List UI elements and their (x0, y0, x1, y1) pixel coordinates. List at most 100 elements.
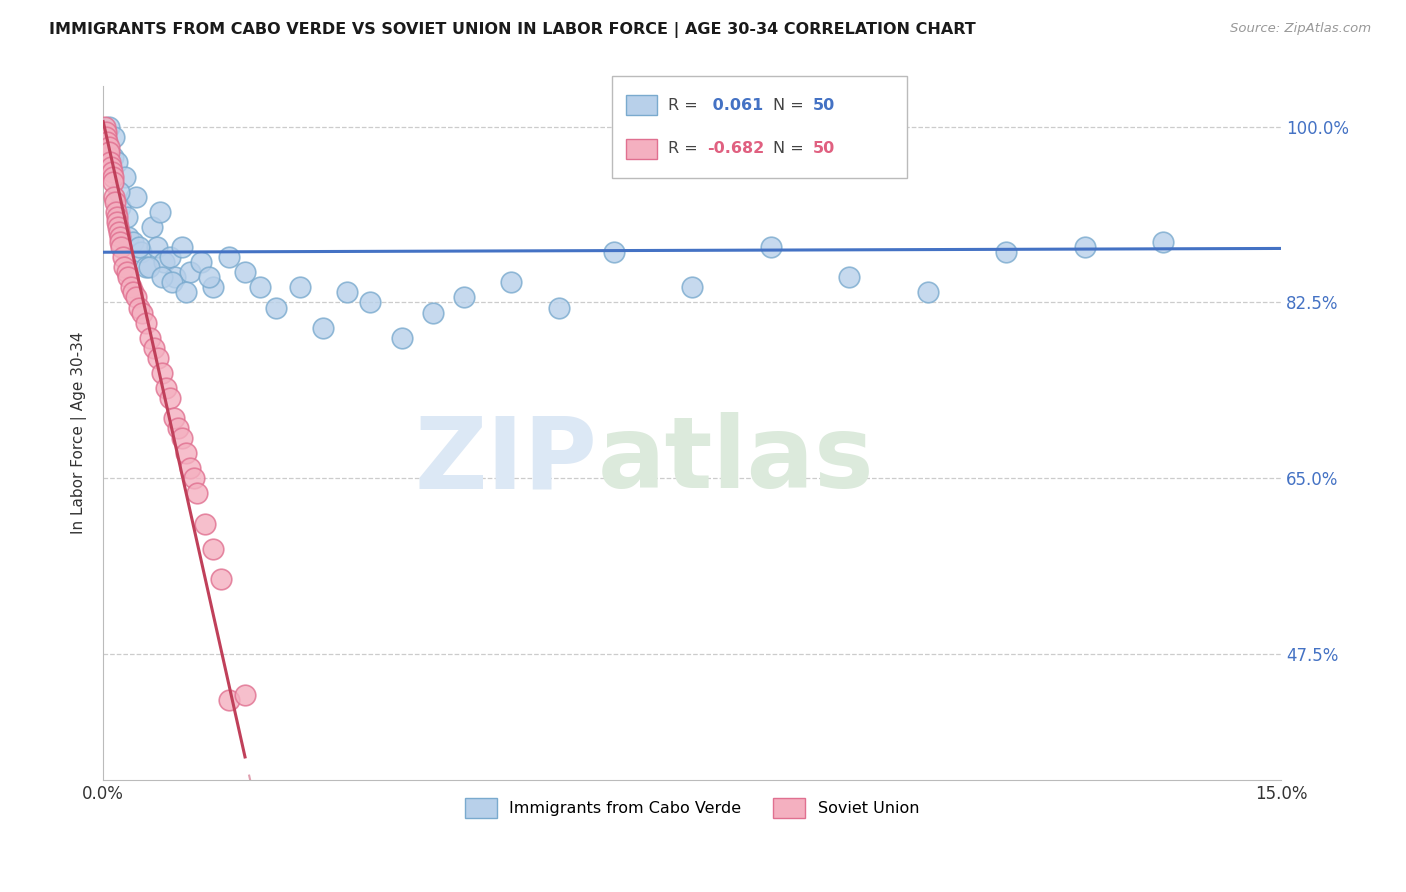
Point (128, 301, 150, 315)
Point (108, 185, 131, 199)
Point (110, 200, 132, 214)
Point (96, 135, 118, 149)
Point (122, 235, 145, 249)
Point (110, 240, 132, 254)
Point (143, 341, 166, 355)
Point (146, 351, 169, 365)
Point (98, 120, 121, 134)
Point (108, 225, 131, 239)
Point (96, 129, 118, 144)
Point (391, 331, 413, 345)
Point (105, 154, 128, 169)
Point (101, 150, 124, 164)
Point (153, 255, 176, 269)
Point (135, 260, 157, 275)
Text: 0.061: 0.061 (707, 98, 763, 112)
Point (209, 572, 232, 586)
Point (112, 260, 135, 275)
Point (110, 235, 132, 249)
Point (150, 270, 173, 285)
Point (759, 240, 782, 254)
Point (120, 280, 142, 294)
Point (98, 145, 121, 159)
Point (122, 285, 145, 300)
Point (117, 270, 139, 285)
Point (108, 230, 131, 244)
Point (218, 250, 240, 264)
Point (249, 280, 271, 294)
Point (288, 280, 311, 294)
Point (138, 260, 160, 275)
Point (159, 391, 181, 405)
Point (107, 220, 129, 235)
Point (1073, 240, 1095, 254)
Point (155, 381, 177, 395)
Point (165, 270, 187, 285)
Point (264, 301, 287, 315)
Point (170, 240, 193, 254)
Point (100, 160, 122, 174)
Point (145, 240, 167, 254)
Point (453, 290, 475, 304)
Point (103, 129, 125, 144)
Point (838, 270, 860, 285)
Point (179, 461, 201, 475)
Text: ZIP: ZIP (415, 412, 598, 509)
Legend: Immigrants from Cabo Verde, Soviet Union: Immigrants from Cabo Verde, Soviet Union (458, 792, 927, 824)
Point (97, 150, 120, 164)
Point (501, 276, 523, 290)
Point (159, 250, 181, 264)
Point (115, 210, 138, 224)
Point (125, 190, 148, 204)
Point (183, 471, 205, 485)
Point (190, 255, 212, 269)
Point (103, 190, 125, 204)
Point (104, 205, 127, 219)
Point (98, 154, 121, 169)
Point (681, 280, 703, 294)
Point (150, 366, 173, 380)
Text: R =: R = (668, 142, 703, 156)
Point (233, 265, 256, 279)
Point (105, 210, 128, 224)
Point (125, 290, 148, 304)
Point (101, 165, 124, 179)
Point (104, 194, 127, 209)
Text: N =: N = (773, 98, 810, 112)
Point (162, 276, 184, 290)
Point (547, 301, 569, 315)
Text: 50: 50 (813, 98, 835, 112)
Text: R =: R = (668, 98, 703, 112)
Point (336, 285, 359, 300)
Point (114, 169, 136, 184)
Point (115, 265, 138, 279)
Point (359, 295, 381, 310)
Point (141, 220, 163, 235)
Point (917, 285, 939, 300)
Point (101, 169, 124, 184)
Point (97, 139, 120, 153)
Point (186, 486, 208, 500)
Point (135, 316, 157, 330)
Text: IMMIGRANTS FROM CABO VERDE VS SOVIET UNION IN LABOR FORCE | AGE 30-34 CORRELATIO: IMMIGRANTS FROM CABO VERDE VS SOVIET UNI… (49, 22, 976, 38)
Point (194, 516, 217, 531)
Point (602, 245, 624, 260)
Point (94, 125, 117, 139)
Y-axis label: In Labor Force | Age 30-34: In Labor Force | Age 30-34 (72, 332, 87, 534)
Text: -0.682: -0.682 (707, 142, 765, 156)
Point (202, 541, 225, 556)
Text: atlas: atlas (598, 412, 875, 509)
Text: N =: N = (773, 142, 810, 156)
Point (312, 320, 335, 334)
Text: 50: 50 (813, 142, 835, 156)
Point (995, 245, 1018, 260)
Point (218, 692, 240, 706)
Point (1152, 235, 1174, 249)
Point (105, 215, 128, 229)
Point (166, 421, 188, 435)
Point (233, 688, 256, 702)
Point (111, 250, 134, 264)
Point (422, 305, 444, 319)
Point (174, 285, 197, 300)
Point (94, 120, 117, 134)
